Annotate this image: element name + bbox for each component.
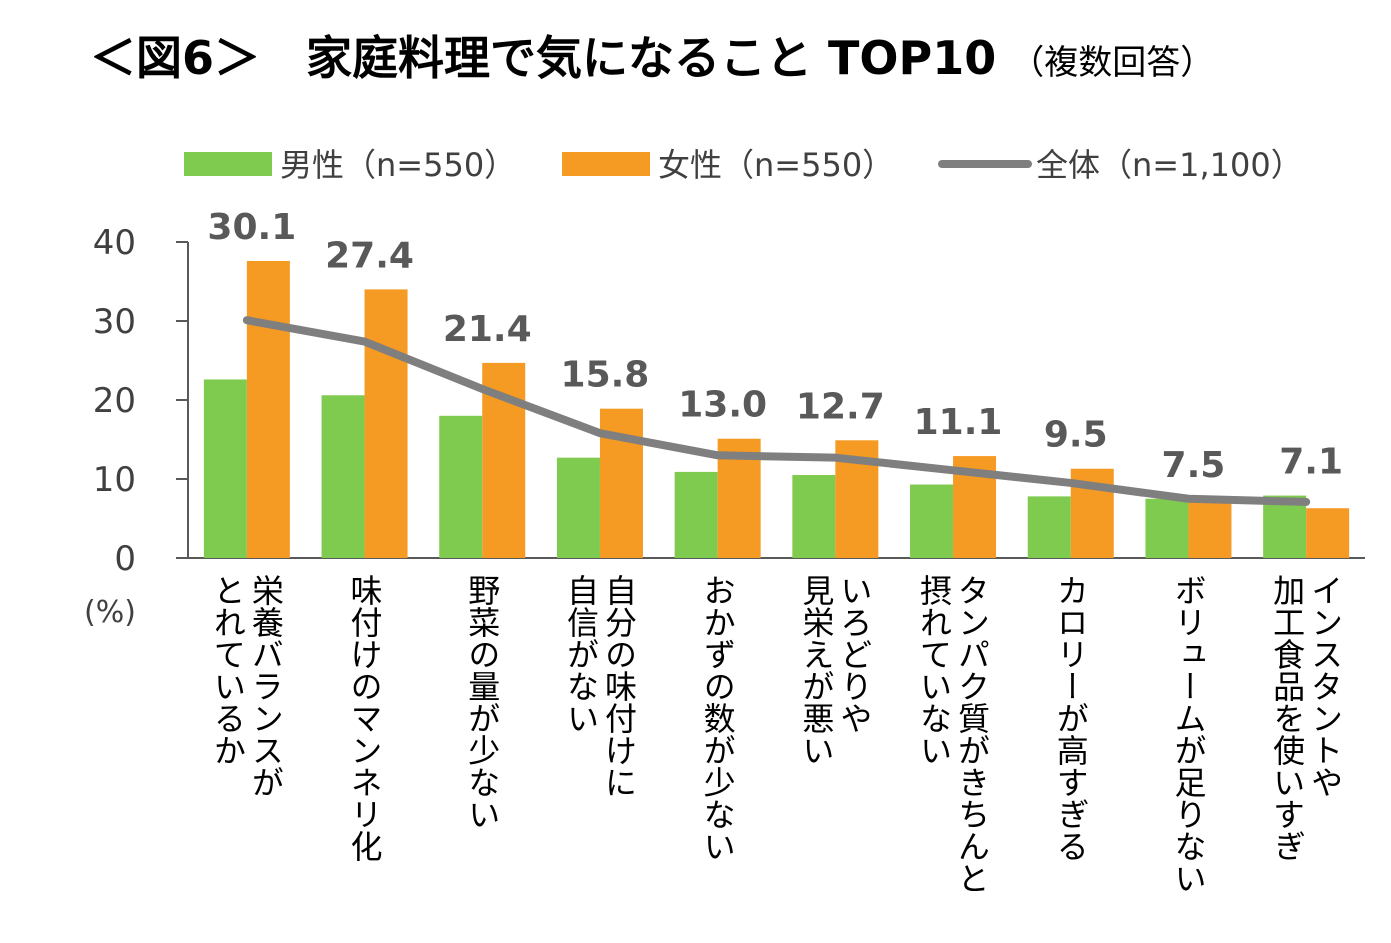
legend-swatch-male	[184, 152, 272, 176]
y-tick-label: 20	[93, 381, 136, 421]
x-tick-label: おかずの数が少ない	[699, 574, 737, 862]
bar-male	[792, 475, 836, 558]
data-label: 21.4	[443, 309, 532, 350]
bar-male	[1263, 495, 1307, 558]
legend-label-female: 女性（n=550）	[658, 146, 894, 184]
line-overall	[242, 316, 1311, 506]
x-tick-label: 摂れていない	[915, 574, 953, 766]
x-tick-label: 味付けのマンネリ化	[346, 574, 384, 862]
data-label: 30.1	[207, 207, 296, 248]
x-tick-label: 自分の味付けに	[600, 574, 638, 798]
y-tick-label: 10	[93, 460, 136, 500]
y-tick-label: 40	[93, 223, 136, 263]
data-label: 12.7	[796, 386, 885, 427]
data-label: 27.4	[325, 235, 414, 276]
line-point-overall	[1305, 500, 1308, 503]
x-tick-label: とれているか	[209, 574, 247, 766]
title-subtitle: （複数回答）	[1010, 43, 1215, 83]
data-label: 15.8	[561, 355, 650, 396]
bar-male	[910, 484, 954, 558]
line-point-overall	[1187, 497, 1190, 500]
bar-male	[321, 395, 365, 558]
y-axis-label: (%)	[84, 595, 136, 630]
x-tick-label: インスタントや	[1306, 574, 1344, 798]
bar-male	[203, 379, 247, 558]
bar-male	[1027, 496, 1071, 558]
legend-label-male: 男性（n=550）	[280, 146, 516, 184]
data-label: 13.0	[678, 385, 767, 426]
y-tick-label: 0	[114, 539, 136, 579]
bar-female	[364, 289, 408, 558]
line-point-overall	[245, 319, 248, 322]
bar-male	[439, 415, 483, 558]
data-label: 11.1	[914, 402, 1003, 443]
line-point-overall	[481, 387, 484, 390]
data-label: 7.5	[1162, 445, 1226, 486]
data-label: 9.5	[1044, 415, 1108, 456]
bar-female	[1306, 508, 1350, 558]
x-tick-label: いろどりや	[835, 574, 873, 734]
bar-male	[674, 471, 718, 558]
x-tick-label: 見栄えが悪い	[797, 574, 835, 766]
line-point-overall	[716, 454, 719, 457]
x-tick-label: カロリーが高すぎる	[1052, 574, 1090, 862]
data-label: 7.1	[1279, 442, 1343, 483]
x-tick-label: タンパク質がきちんと	[953, 574, 991, 894]
line-point-overall	[1069, 481, 1072, 484]
x-tick-label: 加工食品を使いすぎ	[1268, 574, 1306, 862]
line-point-overall	[952, 469, 955, 472]
title-main: ＜図6＞ 家庭料理で気になること TOP10	[90, 31, 997, 85]
line-point-overall	[363, 340, 366, 343]
bar-male	[556, 457, 600, 558]
x-tick-label: ボリュームが足りない	[1169, 574, 1207, 894]
x-tick-label: 自信がない	[562, 574, 600, 734]
legend-swatch-female	[562, 152, 650, 176]
line-point-overall	[598, 432, 601, 435]
chart-title: ＜図6＞ 家庭料理で気になること TOP10 （複数回答）	[90, 22, 1214, 88]
bar-female	[246, 260, 290, 558]
line-point-overall	[834, 456, 837, 459]
bar-female	[1188, 498, 1232, 558]
bar-male	[1145, 498, 1189, 558]
y-tick-label: 30	[93, 302, 136, 342]
legend-label-overall: 全体（n=1,100）	[1036, 146, 1303, 184]
x-tick-label: 栄養バランスが	[247, 574, 285, 798]
x-tick-label: 野菜の量が少ない	[463, 574, 501, 830]
